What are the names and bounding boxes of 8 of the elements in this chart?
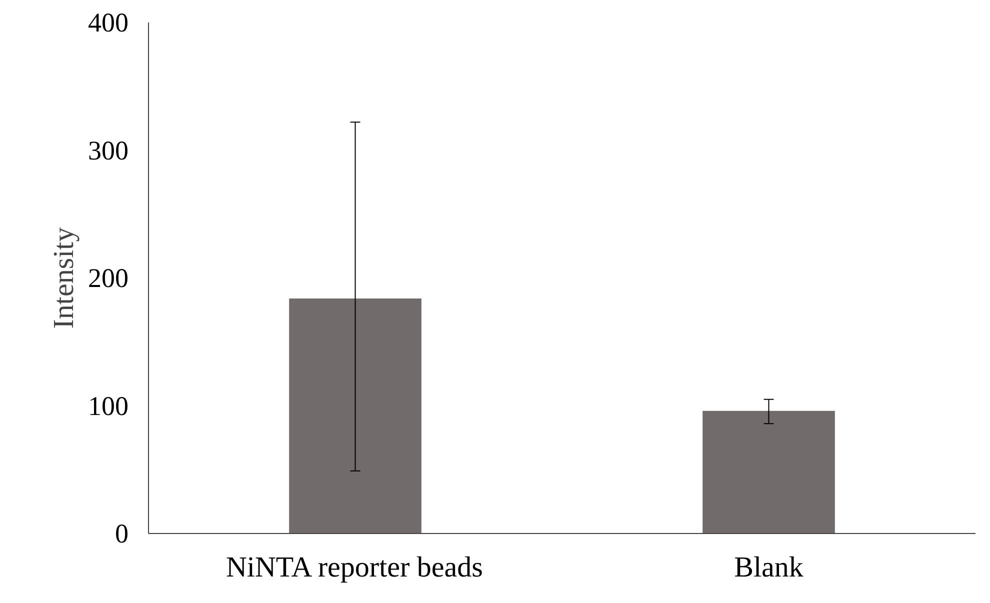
x-tick-label: NiNTA reporter beads	[226, 552, 483, 584]
y-tick-label: 0	[115, 518, 128, 548]
y-tick-label: 400	[88, 8, 128, 38]
y-axis-title: Intensity	[48, 226, 80, 329]
y-tick-label: 100	[88, 390, 128, 421]
y-tick-label: 200	[88, 263, 128, 293]
x-tick-label: Blank	[734, 552, 804, 584]
y-tick-label: 300	[88, 135, 128, 166]
